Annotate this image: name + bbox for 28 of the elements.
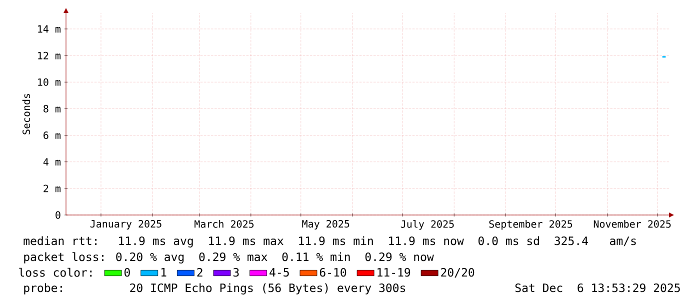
legend-label: 1 xyxy=(161,268,166,276)
legend-label: 3 xyxy=(233,268,239,277)
y-tick-label: 2 m xyxy=(44,184,61,192)
x-tick-label: January 2025 xyxy=(90,220,162,230)
y-tick-label: 6 m xyxy=(44,131,61,140)
x-tick-label: November 2025 xyxy=(594,220,671,228)
legend-label: 4-5 xyxy=(270,268,289,277)
text: median rtt: 11.9 ms avg 11.9 ms max 11.9 ms min 11.9 ms now 0.0 ms sd 325.4 am/s xyxy=(24,236,636,248)
legend-label: 6-10 xyxy=(320,268,346,277)
text: packet loss: 0.20 % avg 0.29 % max 0.11 % min 0.29 % now xyxy=(24,252,434,264)
y-tick-label: 14 m xyxy=(38,25,61,33)
x-tick-label: March 2025 xyxy=(194,220,254,228)
y-tick-label: 0 xyxy=(56,211,60,219)
y-tick-label: 4 m xyxy=(43,158,61,166)
legend-label: 11-19 xyxy=(378,268,410,277)
legend-label: 20/20 xyxy=(441,268,474,278)
x-tick-label: September 2025 xyxy=(489,220,572,230)
legend-label: 2 xyxy=(197,268,202,277)
y-tick-label: 12 m xyxy=(38,52,61,60)
y-tick-label: 10 m xyxy=(38,78,61,86)
legend-label: 0 xyxy=(124,268,130,277)
x-tick-label: July 2025 xyxy=(400,220,454,230)
legend-title: loss color: xyxy=(19,268,92,277)
text: Sat Dec 6 13:53:29 2025 xyxy=(515,283,680,292)
y-axis-title: Seconds xyxy=(22,94,30,134)
x-tick-label: May 2025 xyxy=(302,220,350,230)
text: probe: 20 ICMP Echo Pings (56 Bytes) every 300s xyxy=(24,283,406,294)
y-tick-label: 8 m xyxy=(44,104,61,112)
